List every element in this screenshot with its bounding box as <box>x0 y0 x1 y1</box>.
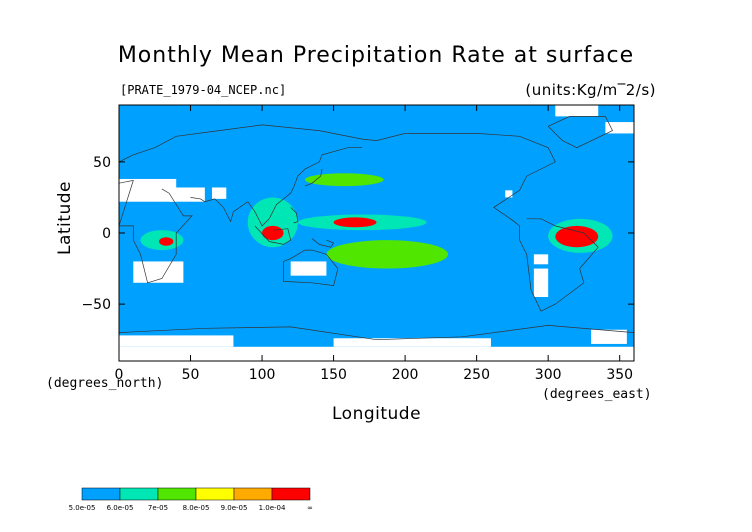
coastline <box>311 238 335 248</box>
x-tick-label: 150 <box>320 367 347 383</box>
coastline <box>118 124 377 163</box>
missing-data-area <box>169 187 205 202</box>
coastline <box>283 249 339 286</box>
x-tick-label: 100 <box>249 367 276 383</box>
coastline <box>118 325 635 341</box>
missing-data-area <box>533 254 549 265</box>
colorbar-label: 9.0e-05 <box>221 504 248 512</box>
x-tick-label: 300 <box>535 367 562 383</box>
missing-data-area <box>505 190 513 198</box>
colorbar-label: ∞ <box>307 504 313 512</box>
axis-ticks: 0 50 100 150 200 250 300 350 −50 0 50 <box>81 105 634 383</box>
colorbar: 5.0e-05 6.0e-05 7e-05 8.0e-05 9.0e-05 1.0e-04… <box>69 487 313 512</box>
missing-data-area <box>555 105 599 117</box>
x-tick-label: 0 <box>115 367 124 383</box>
x-tick-label: 50 <box>182 367 200 383</box>
file-label: [PRATE_1979-04_NCEP.nc] <box>120 83 287 97</box>
missing-data-area <box>211 187 227 199</box>
coastline <box>118 179 193 284</box>
colorbar-label: 6.0e-05 <box>107 504 134 512</box>
precip-region <box>333 217 377 228</box>
missing-data-area <box>591 329 627 344</box>
y-tick-label: 50 <box>93 155 111 171</box>
y-tick-label: 0 <box>102 226 111 242</box>
missing-data-area <box>533 268 549 297</box>
y-axis-label: Latitude <box>55 181 75 255</box>
map-layer <box>119 105 634 361</box>
missing-data-area <box>119 178 177 202</box>
units-label: (units:Kg/m‾2/s) <box>525 81 656 99</box>
precip-region <box>304 173 384 187</box>
coastline <box>547 116 613 149</box>
colorbar-label: 8.0e-05 <box>183 504 210 512</box>
coastline <box>290 207 299 224</box>
coastline <box>304 168 323 187</box>
chart-title: Monthly Mean Precipitation Rate at surfa… <box>117 43 635 68</box>
missing-data-area <box>133 261 184 283</box>
precip-region <box>326 240 449 269</box>
x-tick-label: 350 <box>606 367 633 383</box>
coastlines <box>118 116 635 341</box>
colorbar-label: 1.0e-04 <box>259 504 286 512</box>
missing-data-area <box>119 335 234 347</box>
missing-data-area <box>119 346 634 361</box>
precip-region <box>247 197 298 248</box>
x-axis-label: Longitude <box>332 404 422 424</box>
missing-data-area <box>333 338 491 347</box>
y-unit-label: (degrees_north) <box>46 376 164 391</box>
coastline <box>254 225 292 245</box>
coastline <box>190 147 363 227</box>
colorbar-label: 7e-05 <box>148 504 168 512</box>
y-tick-label: −50 <box>81 297 111 313</box>
colorbar-segment <box>81 487 121 501</box>
precip-region <box>555 225 599 248</box>
precip-region <box>262 225 284 241</box>
missing-data-area <box>290 261 327 276</box>
x-tick-label: 200 <box>392 367 419 383</box>
x-unit-label: (degrees_east) <box>542 387 652 402</box>
x-tick-label: 250 <box>463 367 490 383</box>
colorbar-segment <box>233 487 273 501</box>
missing-data-area <box>605 122 634 134</box>
colorbar-segment <box>119 487 159 501</box>
colorbar-segment <box>157 487 197 501</box>
colorbar-segment <box>271 487 311 501</box>
colorbar-label: 5.0e-05 <box>69 504 96 512</box>
colorbar-segment <box>195 487 235 501</box>
coastline <box>376 133 599 312</box>
precip-region <box>159 237 174 246</box>
